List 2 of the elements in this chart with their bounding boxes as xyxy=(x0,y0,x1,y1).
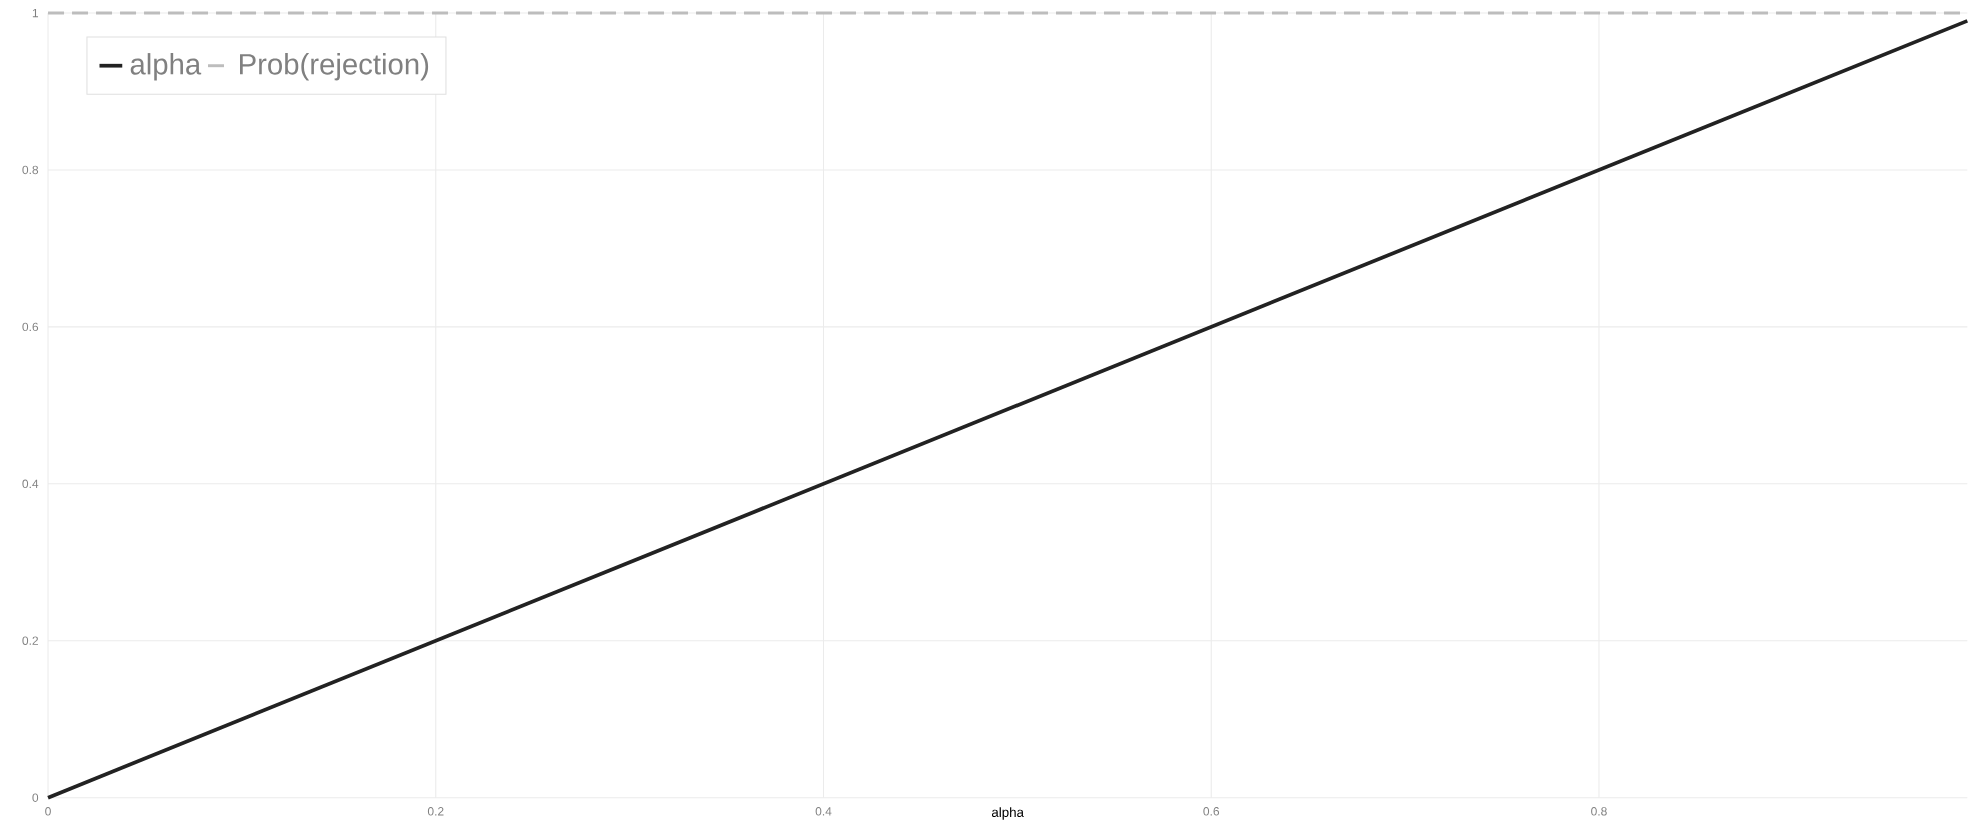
legend-label: Prob(rejection) xyxy=(240,53,429,81)
legend-label: alpha xyxy=(130,53,202,81)
